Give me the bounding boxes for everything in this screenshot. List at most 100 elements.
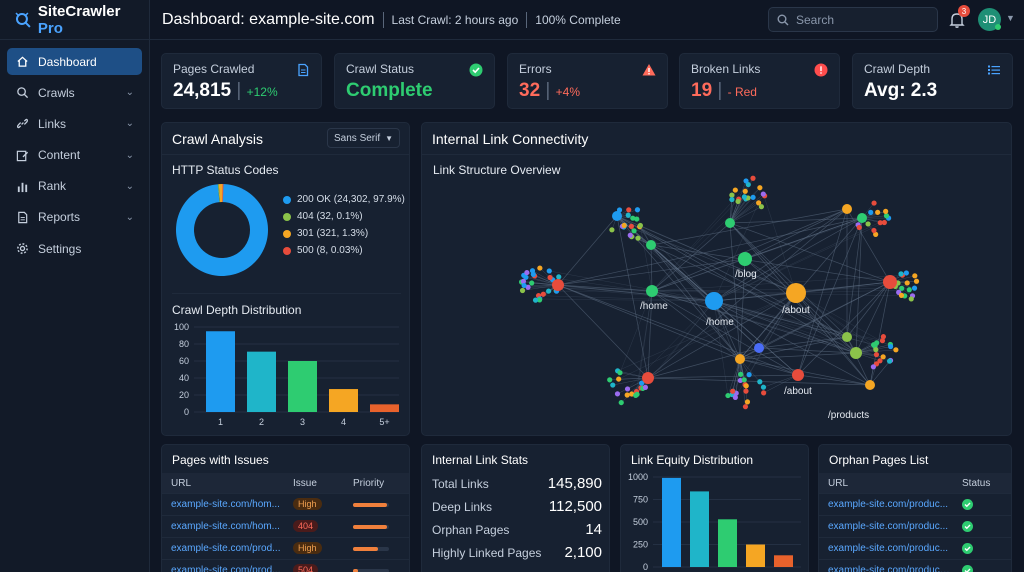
page-node[interactable] xyxy=(758,204,765,210)
page-node[interactable] xyxy=(546,288,552,294)
page-node[interactable] xyxy=(546,268,552,274)
page-node[interactable] xyxy=(868,209,874,215)
page-node[interactable] xyxy=(908,296,914,302)
page-node[interactable] xyxy=(750,194,756,200)
page-node[interactable] xyxy=(911,285,918,291)
table-row[interactable]: example-site.com/prod... High xyxy=(162,537,409,559)
page-node[interactable] xyxy=(610,382,616,388)
chevron-down-icon[interactable]: ▼ xyxy=(1006,13,1015,23)
page-node[interactable] xyxy=(735,198,741,205)
page-node[interactable] xyxy=(537,265,543,271)
page-node[interactable] xyxy=(742,188,748,194)
page-node[interactable] xyxy=(629,391,635,397)
col-url[interactable]: URL xyxy=(171,478,192,489)
page-node[interactable] xyxy=(743,178,749,184)
issue-url-link[interactable]: example-site.com/prod... xyxy=(171,543,281,554)
col-status[interactable]: Status xyxy=(962,478,991,489)
page-node[interactable] xyxy=(634,216,640,222)
page-node[interactable] xyxy=(628,223,634,229)
page-node[interactable] xyxy=(525,284,531,290)
page-node[interactable] xyxy=(725,392,731,399)
page-node[interactable] xyxy=(639,380,645,386)
page-node[interactable] xyxy=(750,175,756,181)
hub-node[interactable] xyxy=(850,347,862,359)
page-node[interactable] xyxy=(618,399,624,406)
page-node[interactable] xyxy=(609,227,615,233)
table-row[interactable]: example-site.com/prod... 504 xyxy=(162,559,409,572)
sidebar-item-dashboard[interactable]: Dashboard xyxy=(7,48,142,75)
hub-node[interactable] xyxy=(552,279,564,291)
donut-slice[interactable] xyxy=(176,184,268,276)
hub-node[interactable] xyxy=(738,252,752,266)
bar[interactable] xyxy=(247,351,276,412)
page-node[interactable] xyxy=(757,379,763,385)
page-node[interactable] xyxy=(635,235,641,241)
page-node[interactable] xyxy=(913,278,920,284)
page-node[interactable] xyxy=(870,364,876,370)
issue-url-link[interactable]: example-site.com/prod... xyxy=(171,565,281,572)
page-node[interactable] xyxy=(881,219,887,226)
font-select[interactable]: Sans Serif ▼ xyxy=(327,128,400,148)
page-node[interactable] xyxy=(898,292,905,298)
donut-slice[interactable] xyxy=(217,184,221,203)
page-node[interactable] xyxy=(624,386,631,392)
bar[interactable] xyxy=(206,331,235,412)
search-input[interactable]: Search xyxy=(768,7,938,32)
page-node[interactable] xyxy=(898,271,904,277)
page-node[interactable] xyxy=(871,227,877,234)
page-node[interactable] xyxy=(893,347,899,353)
page-node[interactable] xyxy=(540,291,546,297)
page-node[interactable] xyxy=(616,376,622,382)
hub-node[interactable] xyxy=(754,343,764,353)
page-node[interactable] xyxy=(631,228,637,234)
page-node[interactable] xyxy=(875,209,881,215)
page-node[interactable] xyxy=(756,200,762,206)
page-node[interactable] xyxy=(530,271,536,277)
table-row[interactable]: example-site.com/hom... 404 xyxy=(162,515,409,537)
bar[interactable] xyxy=(370,404,399,412)
hub-node[interactable] xyxy=(865,380,875,390)
page-node[interactable] xyxy=(874,340,880,346)
table-row[interactable]: example-site.com/product... xyxy=(819,559,1011,572)
page-node[interactable] xyxy=(625,212,631,218)
page-node[interactable] xyxy=(524,269,530,276)
page-node[interactable] xyxy=(743,388,749,394)
brand-logo[interactable]: SiteCrawler Pro xyxy=(0,0,149,40)
page-node[interactable] xyxy=(741,377,747,383)
hub-node[interactable] xyxy=(792,369,804,381)
page-node[interactable] xyxy=(529,280,535,286)
page-node[interactable] xyxy=(743,383,749,389)
page-node[interactable] xyxy=(607,377,613,383)
col-issue[interactable]: Issue xyxy=(293,478,317,489)
page-node[interactable] xyxy=(730,388,736,394)
page-node[interactable] xyxy=(630,215,636,221)
issue-url-link[interactable]: example-site.com/hom... xyxy=(171,521,280,532)
page-node[interactable] xyxy=(865,221,871,227)
stat-card-errors[interactable]: Errors 32 | +4% xyxy=(507,53,668,109)
stat-card-crawl-status[interactable]: Crawl Status Complete xyxy=(334,53,495,109)
page-node[interactable] xyxy=(738,371,744,377)
bar[interactable] xyxy=(774,555,793,567)
page-node[interactable] xyxy=(877,358,883,364)
page-node[interactable] xyxy=(536,297,543,303)
page-node[interactable] xyxy=(521,282,527,289)
page-node[interactable] xyxy=(732,394,738,400)
page-node[interactable] xyxy=(737,377,743,384)
hub-node[interactable] xyxy=(857,213,867,223)
issue-url-link[interactable]: example-site.com/hom... xyxy=(171,499,280,510)
bar[interactable] xyxy=(329,389,358,412)
page-node[interactable] xyxy=(532,297,539,303)
bar[interactable] xyxy=(662,477,681,567)
page-node[interactable] xyxy=(556,274,562,280)
page-node[interactable] xyxy=(729,196,735,203)
page-node[interactable] xyxy=(906,287,912,293)
page-node[interactable] xyxy=(626,207,632,213)
orphan-url-link[interactable]: example-site.com/produc... xyxy=(828,499,949,510)
page-node[interactable] xyxy=(903,270,909,276)
table-row[interactable]: example-site.com/hom... High xyxy=(162,493,409,515)
hub-node[interactable] xyxy=(735,354,745,364)
stat-card-broken-links[interactable]: Broken Links 19 | - Red xyxy=(679,53,840,109)
page-node[interactable] xyxy=(732,187,738,193)
hub-node[interactable] xyxy=(612,211,622,221)
donut-slice[interactable] xyxy=(218,184,223,203)
